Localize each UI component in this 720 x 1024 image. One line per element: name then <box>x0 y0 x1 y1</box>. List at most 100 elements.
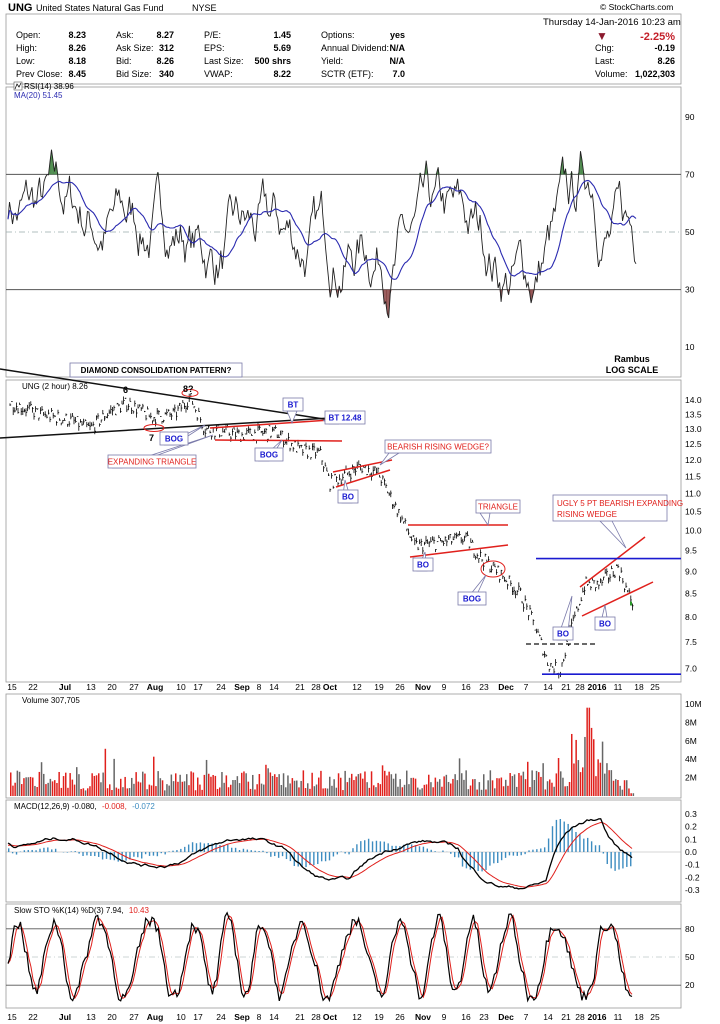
down-arrow-icon: ▼ <box>596 29 608 43</box>
price-tick-label: 12.5 <box>685 439 702 449</box>
macd-hist-bar <box>187 844 190 852</box>
macd-hist-bar <box>579 833 581 852</box>
volume-bar <box>390 774 393 796</box>
volume-bar <box>494 788 496 796</box>
quote-label: Last Size: <box>204 56 244 66</box>
macd-hist-bar <box>285 852 288 860</box>
macd-hist-bar <box>117 852 119 862</box>
expanding-triangle-label-box <box>107 454 197 469</box>
quote-label: SCTR (ETF): <box>321 69 374 79</box>
volume-bar <box>87 788 89 796</box>
macd-hist-bar <box>86 852 88 856</box>
macd-hist-bar <box>47 847 49 852</box>
volume-bar <box>197 777 199 796</box>
volume-bar <box>216 788 219 796</box>
volume-bar <box>137 781 140 796</box>
volume-bar <box>267 768 269 796</box>
volume-bar <box>549 779 551 796</box>
triangle-label-box <box>475 499 521 514</box>
rsi-tick-label: 50 <box>685 227 695 237</box>
date-tick-label: 14 <box>269 682 279 692</box>
volume-bar <box>573 763 575 796</box>
date-tick-label: 14 <box>543 1012 553 1022</box>
volume-panel: 10M 8M 6M 4M 2M Volume 307,705 <box>5 693 702 799</box>
volume-bar <box>287 775 289 796</box>
volume-bar <box>381 765 384 796</box>
macd-hist-bar <box>137 852 139 858</box>
volume-bar <box>243 771 245 796</box>
macd-hist-bar <box>297 852 299 867</box>
macd-hist-bar <box>551 826 554 852</box>
pivot-8-circle <box>181 389 199 397</box>
sto-legend-group: Slow STO %K(14) %D(3) 7.94, 10.43 <box>14 906 149 915</box>
date-tick-label: 24 <box>216 1012 226 1022</box>
date-tick-label: 12 <box>352 682 362 692</box>
date-tick-label: 18 <box>634 682 644 692</box>
rsi-extreme-fill <box>384 289 386 304</box>
change-pct: -2.25% <box>640 31 675 43</box>
price-tick-label: 13.0 <box>685 424 702 434</box>
volume-bar <box>16 770 19 796</box>
volume-bar <box>606 763 608 796</box>
volume-bar <box>69 773 71 796</box>
volume-bar <box>221 772 223 796</box>
macd-hist-bar <box>364 840 366 852</box>
volume-bar <box>12 785 14 796</box>
macd-hist-bar <box>450 852 452 854</box>
quote-label: Prev Close: <box>16 69 63 79</box>
volume-bar <box>540 776 542 796</box>
volume-tick-label: 6M <box>685 736 697 746</box>
price-tick-label: 14.0 <box>685 395 702 405</box>
macd-hist-bar <box>532 849 534 852</box>
quote-value: 340 <box>159 69 174 79</box>
volume-bar <box>271 775 274 796</box>
volume-bar <box>588 707 591 796</box>
macd-hist-bar <box>305 852 307 868</box>
volume-bar <box>124 776 126 796</box>
volume-bar <box>282 773 285 796</box>
date-tick-label: 27 <box>129 1012 139 1022</box>
quote-label: Bid Size: <box>116 69 152 79</box>
macd-hist-bar <box>442 850 444 852</box>
macd-hist-bar <box>234 847 237 852</box>
volume-bar <box>408 784 410 796</box>
volume-bar <box>214 775 217 796</box>
macd-hist-bar <box>8 848 10 852</box>
date-tick-label: 28 <box>311 682 321 692</box>
volume-bar <box>502 786 505 796</box>
expanding-triangle-top <box>209 419 331 429</box>
volume-bar <box>274 774 276 796</box>
volume-bar <box>615 779 617 796</box>
macd-hist-bar <box>587 837 589 852</box>
volume-bar <box>300 780 302 796</box>
macd-hist-bar <box>82 852 84 857</box>
volume-bar <box>546 781 549 796</box>
date-tick-label: 16 <box>461 682 471 692</box>
macd-hist-bar <box>101 852 104 860</box>
volume-bar <box>54 780 56 796</box>
bo-label-3-box <box>552 626 574 641</box>
volume-bar <box>289 783 291 796</box>
rsi-line <box>7 149 637 319</box>
volume-bar <box>467 789 470 796</box>
volume-bar <box>155 786 157 796</box>
volume-bar <box>172 781 175 796</box>
volume-bar <box>562 777 564 796</box>
volume-bar <box>593 739 595 796</box>
volume-bar <box>450 783 452 796</box>
macd-hist-bar <box>622 852 624 869</box>
macd-hist-bar <box>536 849 538 852</box>
macd-tick-label: -0.3 <box>685 885 700 895</box>
macd-tick-label: -0.2 <box>685 872 700 882</box>
quote-label: Annual Dividend: <box>321 43 389 53</box>
date-tick-label: 28 <box>575 1012 585 1022</box>
volume-bar <box>150 785 153 796</box>
macd-hist-bar <box>336 852 339 855</box>
volume-bar <box>357 774 360 796</box>
macd-hist-bar <box>254 850 256 852</box>
macd-hist-bar <box>630 852 632 867</box>
macd-hist-bar <box>320 852 323 862</box>
volume-bar <box>25 777 27 796</box>
quote-value: N/A <box>390 43 406 53</box>
volume-bar <box>144 773 146 796</box>
